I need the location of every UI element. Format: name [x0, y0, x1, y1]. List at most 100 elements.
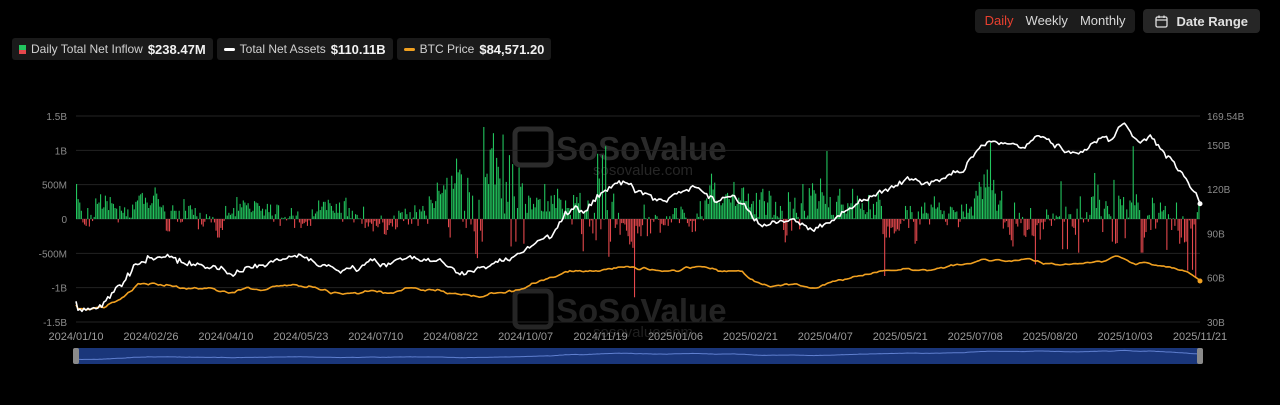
tab-monthly[interactable]: Monthly — [1079, 13, 1126, 28]
inflow-bar — [454, 183, 456, 219]
inflow-bar — [728, 199, 730, 219]
inflow-bar — [435, 201, 437, 219]
inflow-bar — [136, 200, 139, 219]
inflow-bar — [1007, 219, 1009, 228]
inflow-bar — [138, 195, 140, 219]
inflow-bar — [677, 218, 679, 219]
inflow-bar — [1010, 219, 1012, 241]
inflow-bar — [903, 219, 905, 222]
inflow-bar — [101, 208, 103, 219]
inflow-bar — [191, 209, 193, 219]
inflow-bar — [329, 203, 331, 219]
inflow-bar — [427, 219, 429, 224]
inflow-bar — [372, 219, 374, 232]
inflow-bar — [836, 201, 838, 219]
inflow-bar — [709, 185, 711, 219]
inflow-bar — [1110, 216, 1112, 219]
inflow-bar — [508, 155, 511, 219]
inflow-bar — [460, 174, 462, 219]
inflow-bar — [464, 210, 466, 219]
inflow-bar — [96, 203, 98, 219]
inflow-bar — [614, 219, 616, 228]
inflow-bar — [765, 214, 767, 219]
inflow-bar — [382, 219, 384, 223]
inflow-bar — [1004, 219, 1006, 223]
inflow-bar — [300, 219, 302, 228]
inflow-bar — [447, 219, 450, 228]
inflow-bar — [555, 208, 557, 219]
inflow-bar — [415, 212, 418, 219]
inflow-bar — [778, 217, 780, 219]
inflow-bar — [316, 211, 318, 219]
inflow-bar — [767, 202, 769, 219]
inflow-bar — [353, 219, 355, 223]
inflow-bar — [140, 194, 142, 219]
inflow-bar — [598, 178, 600, 219]
inflow-bar — [209, 216, 211, 219]
inflow-bar — [164, 211, 166, 219]
inflow-bar — [1118, 195, 1120, 219]
tab-weekly[interactable]: Weekly — [1025, 13, 1068, 28]
inflow-bar — [167, 219, 169, 232]
inflow-bar — [327, 199, 329, 219]
y-right-tick-label: 120B — [1207, 185, 1231, 196]
inflow-bar — [912, 219, 915, 222]
inflow-bar — [1090, 197, 1093, 219]
inflow-bar — [991, 190, 993, 219]
inflow-bar — [181, 219, 183, 222]
watermark-url: sosovalue.com — [593, 324, 693, 341]
inflow-bar — [289, 216, 291, 219]
inflow-bar — [1012, 219, 1014, 247]
inflow-bar — [1177, 219, 1179, 231]
inflow-bar — [201, 219, 203, 225]
inflow-bar — [412, 217, 414, 219]
inflow-bar — [1191, 219, 1194, 270]
inflow-bar — [253, 201, 256, 219]
legend-item-net-inflow[interactable]: Daily Total Net Inflow $238.47M — [12, 38, 213, 60]
legend-item-btc-price[interactable]: BTC Price $84,571.20 — [396, 38, 552, 60]
inflow-bar — [698, 216, 700, 219]
inflow-bar — [845, 213, 847, 219]
inflow-bar — [691, 219, 693, 233]
inflow-bar — [847, 203, 849, 219]
inflow-bar — [754, 214, 756, 219]
inflow-bar — [1116, 219, 1118, 244]
inflow-bar — [1166, 219, 1168, 250]
inflow-bar — [1140, 219, 1142, 253]
tab-daily[interactable]: Daily — [984, 13, 1014, 28]
inflow-bar — [759, 199, 761, 219]
inflow-bar — [975, 190, 977, 219]
inflow-bar — [810, 195, 812, 219]
inflow-bar — [1135, 194, 1137, 219]
inflow-bar — [949, 206, 951, 219]
inflow-bar — [951, 207, 953, 219]
range-navigator[interactable] — [76, 348, 1200, 364]
inflow-bar — [446, 177, 448, 219]
inflow-bar — [532, 203, 535, 219]
inflow-bar — [1127, 217, 1129, 219]
inflow-bar — [627, 219, 629, 237]
legend-item-total-net-assets[interactable]: Total Net Assets $110.11B — [216, 38, 393, 60]
date-range-button[interactable]: Date Range — [1143, 9, 1260, 33]
inflow-bar — [983, 174, 985, 219]
inflow-bar — [999, 200, 1001, 219]
inflow-bar — [127, 209, 129, 219]
inflow-bar — [1142, 219, 1144, 253]
inflow-bar — [550, 195, 552, 219]
inflow-bar — [330, 205, 333, 219]
inflow-bar — [892, 219, 894, 228]
inflow-bar — [773, 214, 775, 219]
navigator-right-handle[interactable] — [1197, 348, 1203, 364]
inflow-bar — [828, 207, 830, 219]
inflow-bar — [207, 218, 209, 219]
inflow-bar — [693, 219, 695, 222]
inflow-bar — [231, 213, 233, 219]
inflow-bar — [1193, 219, 1195, 225]
inflow-bar — [648, 216, 650, 219]
inflow-bar — [292, 215, 294, 219]
inflow-bar — [270, 204, 272, 219]
inflow-bar — [882, 219, 884, 235]
navigator-left-handle[interactable] — [73, 348, 79, 364]
inflow-bar — [1155, 219, 1157, 229]
